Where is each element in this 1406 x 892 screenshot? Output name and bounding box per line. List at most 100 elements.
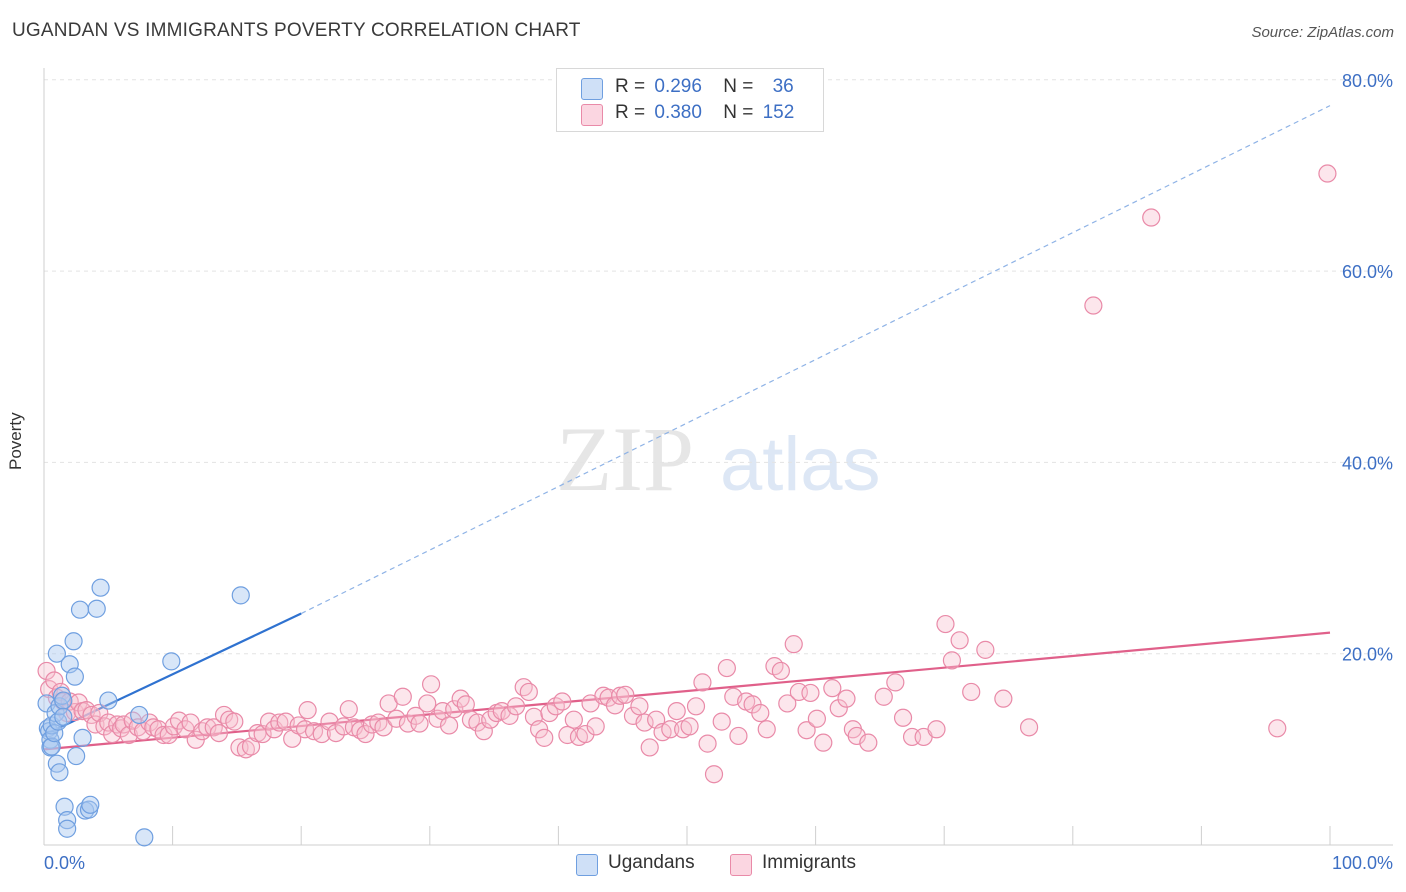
point-immigrants-123 [717,658,736,678]
point-ugandans-31 [99,691,118,710]
axes [43,68,1393,846]
x-tick-labels: 0.0% 100.0% [44,853,1393,873]
point-immigrants-53 [295,720,315,739]
point-ugandans-32 [130,705,149,725]
point-immigrants-27 [149,720,168,739]
point-immigrants-131 [771,661,790,681]
point-immigrants-110 [635,713,654,732]
point-immigrants-111 [640,738,659,757]
point-immigrants-140 [829,699,848,718]
legend-n-value-ugandans: 36 [772,76,794,97]
point-ugandans-7 [45,723,64,743]
trend-lines [43,105,1331,751]
point-immigrants-54 [298,701,317,720]
legend-n-label: N = [723,102,754,123]
point-immigrants-20 [114,715,133,734]
y-tick-labels: 20.0% 40.0% 60.0% 80.0% [1342,71,1393,665]
point-immigrants-121 [704,765,724,784]
point-ugandans-24 [70,600,90,619]
watermark-zip: ZIP [556,408,694,510]
trend-line-immigrants [43,631,1331,751]
point-ugandans-23 [67,746,86,766]
point-immigrants-79 [451,689,470,708]
point-immigrants-119 [693,673,712,692]
point-immigrants-43 [236,740,256,759]
point-immigrants-151 [936,614,955,634]
point-immigrants-94 [540,703,559,723]
point-ugandans-21 [64,632,83,651]
grid-lines [44,79,1393,655]
point-immigrants-117 [680,717,699,736]
legend-swatch-immigrants [581,104,603,126]
point-immigrants-159 [1142,208,1161,227]
point-immigrants-38 [209,723,228,743]
point-immigrants-153 [950,631,969,650]
point-immigrants-90 [519,682,538,702]
point-immigrants-120 [698,734,717,753]
point-immigrants-68 [387,709,406,728]
point-ugandans-15 [54,691,73,710]
point-immigrants-9 [69,693,88,712]
point-immigrants-83 [474,722,493,741]
y-tick-label-80: 80.0% [1342,71,1393,91]
point-immigrants-143 [847,726,866,746]
point-immigrants-144 [859,733,878,752]
point-immigrants-155 [976,640,995,659]
point-immigrants-146 [886,673,905,692]
bottom-legend-swatch-ugandans [576,854,598,876]
point-immigrants-133 [784,635,803,654]
legend-r-value-ugandans: 0.296 [654,76,702,97]
point-immigrants-29 [159,725,178,745]
point-ugandans-9 [47,644,66,663]
point-ugandans-17 [55,797,74,816]
point-immigrants-122 [712,712,731,731]
point-immigrants-141 [837,689,856,708]
chart-source: Source: ZipAtlas.com [1251,24,1394,41]
point-immigrants-72 [410,714,429,733]
correlation-legend: R = 0.296 N = 36 R = 0.380 N = 152 [556,68,824,132]
point-ugandans-35 [231,586,250,605]
point-immigrants-137 [807,709,826,728]
legend-n-label: N = [723,76,754,97]
y-tick-label-20: 20.0% [1342,645,1393,665]
point-ugandans-13 [50,763,69,782]
point-immigrants-135 [797,721,816,740]
point-immigrants-125 [729,726,748,746]
point-ugandans-6 [42,737,61,756]
point-immigrants-37 [204,718,223,737]
point-immigrants-145 [874,687,893,706]
legend-r-label: R = [615,102,646,123]
trend-line-extension-ugandans [300,105,1331,615]
point-immigrants-160 [1268,719,1287,738]
point-immigrants-147 [893,708,913,727]
point-immigrants-154 [962,682,981,702]
chart-title: UGANDAN VS IMMIGRANTS POVERTY CORRELATIO… [12,20,581,41]
point-immigrants-60 [339,700,358,719]
point-immigrants-138 [814,733,833,752]
point-immigrants-73 [418,694,437,713]
point-immigrants-118 [686,697,706,716]
point-immigrants-88 [506,697,526,716]
point-immigrants-132 [778,694,797,713]
data-points [37,164,1337,847]
point-immigrants-152 [942,651,962,670]
point-immigrants-115 [667,701,686,721]
point-ugandans-19 [58,819,77,838]
point-immigrants-98 [564,710,583,729]
point-ugandans-29 [87,599,106,618]
legend-r-label: R = [615,76,646,97]
point-immigrants-100 [576,724,595,744]
legend-n-value-immigrants: 152 [762,102,795,123]
point-immigrants-107 [616,685,635,704]
point-immigrants-106 [611,686,630,705]
point-immigrants-109 [630,697,649,716]
point-immigrants-96 [553,692,572,711]
point-ugandans-16 [54,707,73,726]
point-immigrants-0 [37,661,56,681]
point-immigrants-128 [751,703,770,723]
bottom-legend-label-immigrants: Immigrants [762,852,856,873]
point-immigrants-114 [661,720,680,739]
point-immigrants-161 [1318,164,1337,183]
point-ugandans-33 [135,828,154,847]
point-immigrants-136 [801,683,820,703]
